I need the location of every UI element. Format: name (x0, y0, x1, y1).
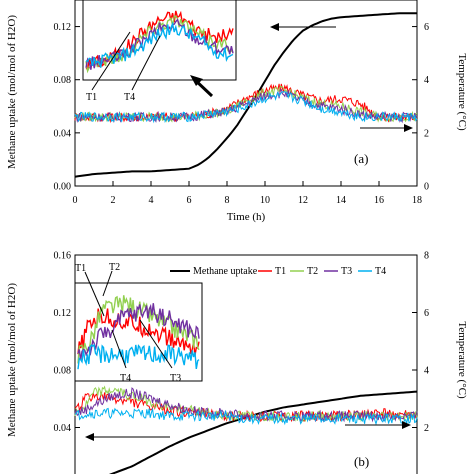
x-tick-label: 0 (73, 195, 78, 206)
legend-b: Methane uptake T1 T2 T3 T4 (170, 266, 386, 277)
inset-label-t4-b: T4 (120, 373, 131, 384)
y2-tick-label: 4 (424, 75, 429, 86)
x-tick-label: 8 (225, 195, 230, 206)
y2-tick-label: 2 (424, 423, 429, 434)
y-tick-label: 0.00 (54, 182, 72, 193)
y2-axis-label-a: Temperature (°C) (456, 53, 468, 131)
inset-frame-a (82, 0, 237, 81)
inset-pointer-t3-b (139, 319, 173, 369)
x-tick-label: 14 (336, 195, 346, 206)
inset-series-b (77, 295, 200, 370)
inset-line-t4 (77, 343, 200, 370)
panel-b: Methane uptake (mol/mol of H2O) Temperat… (6, 251, 468, 474)
panel-a: Time (h) Methane uptake (mol/mol of H2O)… (6, 0, 468, 223)
x-tick-label: 12 (298, 195, 308, 206)
x-tick-label: 18 (412, 195, 422, 206)
ticks-a: 0.00 0.04 0.08 0.12 0 2 4 6 0 2 4 6 8 10 12 14 16 18 (54, 22, 430, 206)
inset-pointer-t1-b (84, 271, 105, 317)
left-arrowhead-b (85, 433, 94, 441)
series-b (74, 385, 418, 474)
x-tick-label: 16 (374, 195, 384, 206)
inset-line-t2 (77, 295, 200, 364)
right-arrowhead-a (404, 124, 413, 132)
y-tick-label: 0.08 (54, 366, 72, 377)
inset-pointer-t1-a (91, 31, 131, 91)
legend-label: T2 (307, 266, 318, 277)
inset-pointer-t4-a (131, 35, 161, 91)
inset-label-t1-a: T1 (86, 92, 97, 103)
series-line-methane (74, 12, 417, 178)
inset-label-t2-b: T2 (109, 262, 120, 273)
inset-label-t1-b: T1 (75, 263, 86, 274)
x-tick-label: 6 (187, 195, 192, 206)
inset-label-t4-a: T4 (124, 92, 135, 103)
series-a (74, 12, 418, 178)
x-tick-label: 4 (149, 195, 154, 206)
inset-line-t1 (77, 308, 200, 356)
y2-tick-label: 6 (424, 22, 429, 33)
inset-label-t3-b: T3 (170, 373, 181, 384)
inset-pointer-t2-b (102, 270, 113, 297)
left-arrowhead-a (270, 23, 279, 31)
legend-label: T1 (275, 266, 286, 277)
y2-axis-label-b: Temperature (°C) (456, 321, 468, 399)
y-tick-label: 0.12 (54, 308, 72, 319)
legend-label: T4 (375, 266, 386, 277)
inset-arrowhead-a (190, 75, 203, 86)
y2-tick-label: 0 (424, 182, 429, 193)
y2-tick-label: 2 (424, 128, 429, 139)
y-axis-label-b: Methane uptake (mol/mol of H2O) (6, 283, 18, 437)
inset-line-t3 (77, 303, 200, 361)
y-tick-label: 0.04 (54, 423, 72, 434)
x-axis-label-a: Time (h) (227, 211, 266, 223)
right-arrowhead-b (402, 421, 411, 429)
y-axis-label-a: Methane uptake (mol/mol of H2O) (6, 15, 18, 169)
y-tick-label: 0.12 (54, 22, 72, 33)
plot-frame-a (74, 0, 418, 187)
x-tick-label: 2 (111, 195, 116, 206)
y2-tick-label: 4 (424, 366, 429, 377)
panel-label-a: (a) (354, 151, 368, 166)
legend-label: T3 (341, 266, 352, 277)
inset-pointer-t4-b (111, 329, 127, 369)
panel-label-b: (b) (354, 454, 369, 469)
y2-tick-label: 8 (424, 251, 429, 262)
y2-tick-label: 6 (424, 308, 429, 319)
y-tick-label: 0.08 (54, 75, 72, 86)
series-line-t4 (74, 91, 418, 124)
series-line-t4 (74, 407, 418, 426)
y-tick-label: 0.04 (54, 128, 72, 139)
y-tick-label: 0.16 (54, 251, 72, 262)
x-tick-label: 10 (260, 195, 270, 206)
legend-label: Methane uptake (193, 266, 258, 277)
